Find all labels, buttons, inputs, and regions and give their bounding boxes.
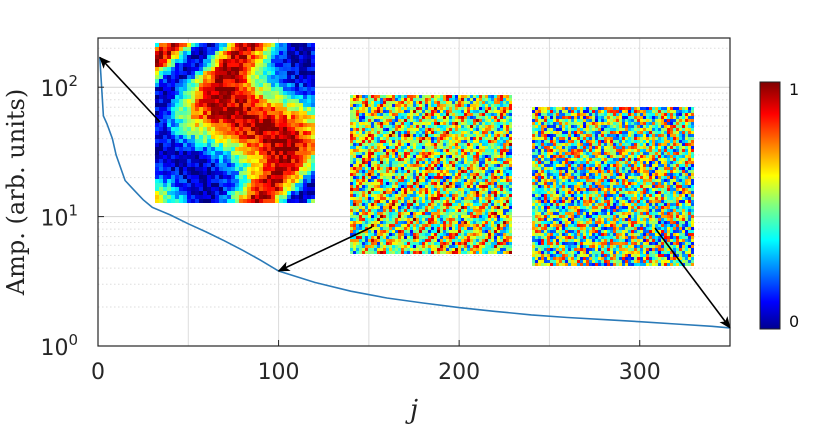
- inset-mode-pattern-high-j: [532, 107, 694, 266]
- plot-frame: [97, 37, 731, 347]
- x-tick-label: 200: [438, 360, 480, 385]
- inset-images: [155, 43, 694, 266]
- colorbar-min-label: 0: [789, 312, 799, 331]
- inset-mode-pattern-low-j: [155, 43, 315, 203]
- series-line-0: [99, 57, 731, 329]
- y-tick-labels: 100 101 102: [40, 72, 104, 361]
- x-tick-label: 0: [91, 360, 105, 385]
- y-tick-label: 100: [40, 331, 78, 361]
- annotation-arrow: [654, 227, 731, 329]
- y-tick-label: 101: [40, 202, 78, 232]
- x-tick-label: 100: [258, 360, 300, 385]
- colorbar: 1 0: [759, 80, 799, 331]
- x-axis-label: j: [405, 395, 418, 425]
- annotation-arrow: [277, 226, 373, 272]
- x-tick-labels: 0 100 200 300: [91, 340, 661, 385]
- series-layer: [99, 57, 731, 329]
- inset-mode-pattern-mid-j: [350, 95, 512, 254]
- annotation-arrows: [99, 56, 731, 329]
- y-tick-label: 102: [40, 72, 78, 102]
- annotation-arrow: [99, 56, 161, 123]
- y-axis-label: Amp. (arb. units): [2, 89, 30, 296]
- colorbar-gradient: [759, 81, 781, 330]
- x-tick-label: 300: [619, 360, 661, 385]
- colorbar-max-label: 1: [789, 80, 799, 99]
